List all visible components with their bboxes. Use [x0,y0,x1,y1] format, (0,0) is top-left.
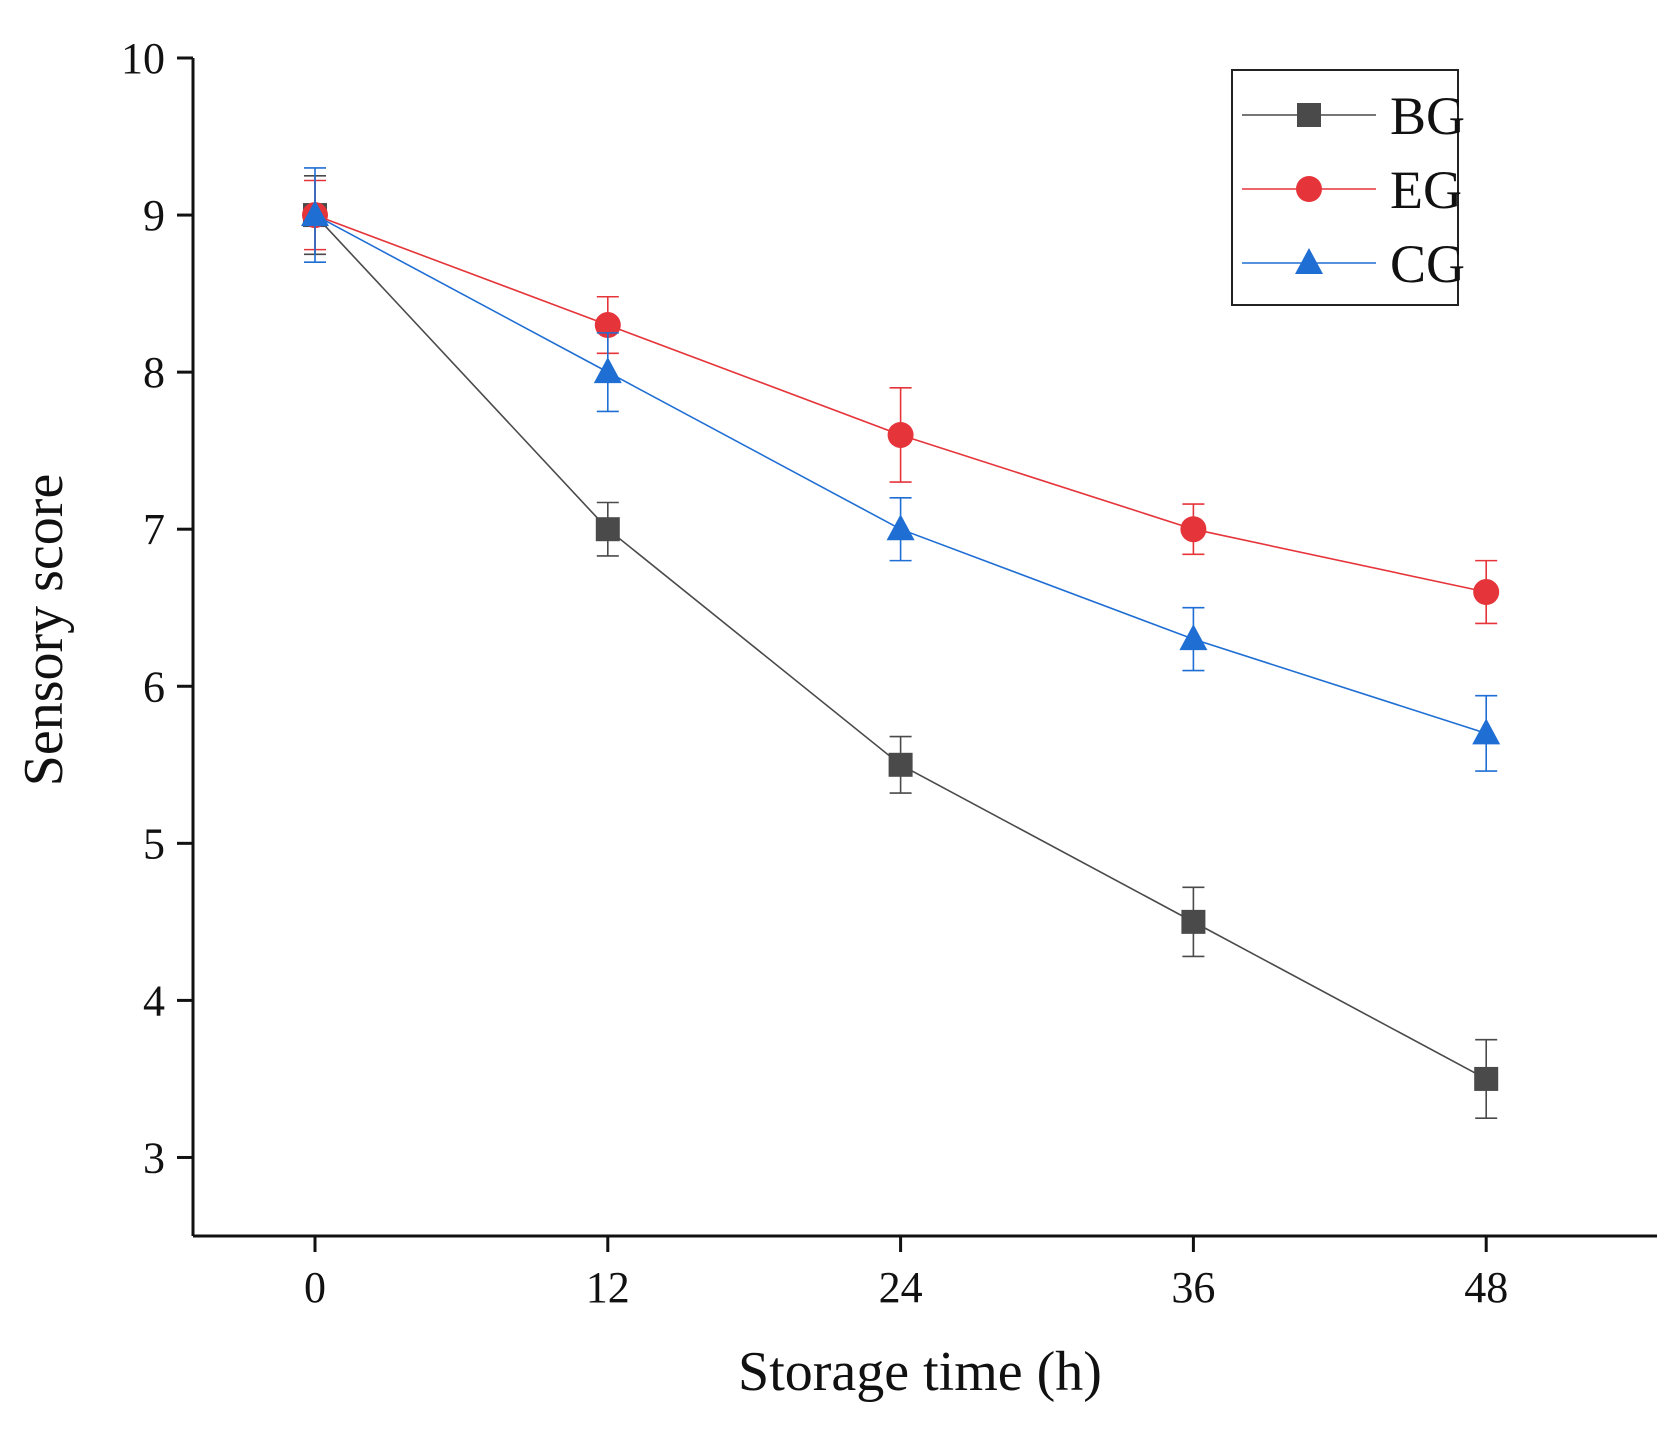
legend-item-bg: BG [1242,86,1465,146]
data-point-bg [1474,1066,1499,1091]
data-point-cg [886,514,915,541]
legend-item-cg: CG [1242,234,1465,294]
y-tick-label: 5 [143,819,165,868]
x-tick-label: 36 [1171,1263,1215,1312]
y-tick-label: 4 [143,976,165,1025]
series-eg [302,179,1500,625]
legend-label: BG [1390,86,1465,146]
y-tick-label: 8 [143,348,165,397]
axes: 3 4 5 6 7 8 9 10 0 12 24 36 48 [121,34,1657,1312]
x-tick-label: 12 [586,1263,630,1312]
series-layer [301,167,1501,1119]
data-point-eg [594,312,621,339]
legend-marker [1297,103,1321,127]
data-point-eg [1180,516,1207,543]
x-tick-label: 24 [879,1263,923,1312]
y-axis-title: Sensory score [13,474,75,787]
data-point-eg [887,421,914,448]
legend-label: EG [1390,160,1462,220]
y-tick-label: 7 [143,505,165,554]
y-tick-label: 3 [143,1133,165,1182]
data-point-cg [1179,624,1208,651]
series-cg [301,167,1501,772]
legend-label: CG [1390,234,1465,294]
legend-box [1231,69,1459,306]
y-tick-label: 10 [121,34,165,83]
legend-item-eg: EG [1242,160,1462,220]
data-point-cg [593,357,622,384]
series-bg [303,175,1499,1119]
x-axis-title: Storage time (h) [738,1341,1102,1403]
data-point-bg [888,752,913,777]
data-point-bg [595,517,620,542]
legend-marker [1296,176,1322,202]
x-tick-label: 48 [1464,1263,1508,1312]
y-tick-label: 9 [143,191,165,240]
series-line-bg [314,214,1487,1080]
data-point-cg [1472,718,1501,745]
x-tick-label: 0 [304,1263,326,1312]
data-point-bg [1181,909,1206,934]
y-tick-label: 6 [143,662,165,711]
data-point-cg [301,200,329,227]
legend: BG EG CG [1231,69,1465,306]
data-point-eg [1473,579,1500,606]
legend-marker [1295,248,1323,274]
